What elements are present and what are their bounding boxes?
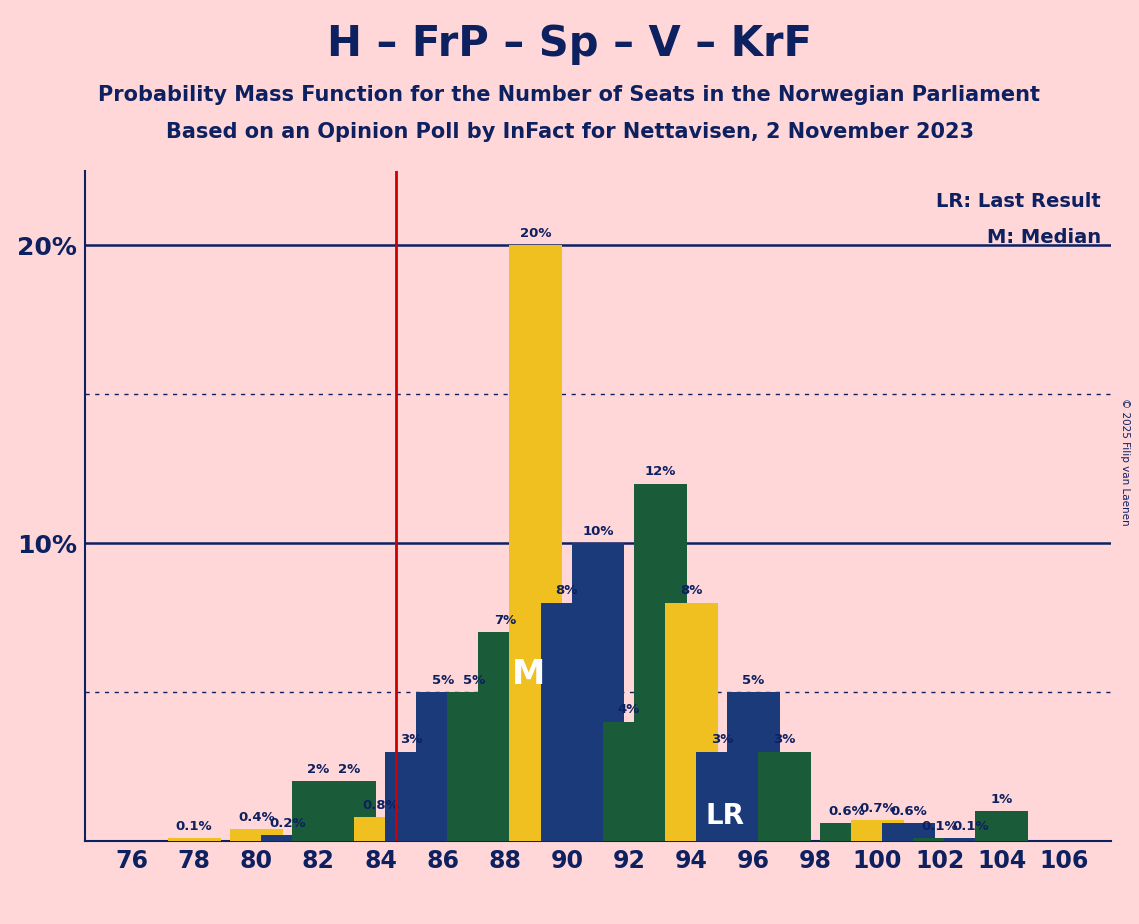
Text: 4%: 4% bbox=[617, 703, 640, 716]
Text: 0.1%: 0.1% bbox=[921, 820, 958, 833]
Text: Based on an Opinion Poll by InFact for Nettavisen, 2 November 2023: Based on an Opinion Poll by InFact for N… bbox=[165, 122, 974, 142]
Bar bbox=[323, 782, 376, 841]
Text: 2%: 2% bbox=[338, 763, 361, 776]
Bar bbox=[292, 782, 345, 841]
Bar bbox=[633, 483, 687, 841]
Bar bbox=[448, 692, 500, 841]
Text: 0.8%: 0.8% bbox=[362, 798, 399, 811]
Text: 5%: 5% bbox=[462, 674, 485, 687]
Bar bbox=[416, 692, 469, 841]
Bar bbox=[603, 722, 655, 841]
Bar bbox=[541, 602, 593, 841]
Text: 3%: 3% bbox=[401, 733, 423, 747]
Text: 3%: 3% bbox=[773, 733, 795, 747]
Text: 0.1%: 0.1% bbox=[952, 820, 989, 833]
Bar bbox=[572, 543, 624, 841]
Text: © 2025 Filip van Laenen: © 2025 Filip van Laenen bbox=[1121, 398, 1130, 526]
Text: LR: LR bbox=[706, 802, 745, 830]
Text: 7%: 7% bbox=[493, 614, 516, 627]
Bar bbox=[913, 838, 966, 841]
Bar bbox=[757, 751, 811, 841]
Bar bbox=[975, 811, 1029, 841]
Bar bbox=[944, 838, 997, 841]
Text: M: M bbox=[511, 658, 544, 690]
Text: 5%: 5% bbox=[743, 674, 764, 687]
Text: M: Median: M: Median bbox=[988, 227, 1101, 247]
Bar bbox=[696, 751, 748, 841]
Bar bbox=[727, 692, 780, 841]
Bar bbox=[230, 829, 282, 841]
Text: H – FrP – Sp – V – KrF: H – FrP – Sp – V – KrF bbox=[327, 23, 812, 65]
Text: 1%: 1% bbox=[991, 793, 1013, 806]
Text: 8%: 8% bbox=[556, 584, 579, 597]
Text: 20%: 20% bbox=[521, 227, 551, 240]
Text: Probability Mass Function for the Number of Seats in the Norwegian Parliament: Probability Mass Function for the Number… bbox=[98, 85, 1041, 105]
Text: 8%: 8% bbox=[680, 584, 703, 597]
Bar bbox=[509, 246, 563, 841]
Text: 10%: 10% bbox=[582, 525, 614, 538]
Text: 2%: 2% bbox=[308, 763, 329, 776]
Bar bbox=[883, 823, 935, 841]
Text: LR: Last Result: LR: Last Result bbox=[936, 192, 1101, 211]
Text: 12%: 12% bbox=[645, 465, 675, 479]
Bar bbox=[478, 632, 531, 841]
Bar bbox=[167, 838, 221, 841]
Text: 0.6%: 0.6% bbox=[828, 805, 865, 818]
Bar bbox=[354, 817, 407, 841]
Text: 0.7%: 0.7% bbox=[859, 802, 896, 815]
Text: 0.1%: 0.1% bbox=[175, 820, 213, 833]
Text: 5%: 5% bbox=[432, 674, 453, 687]
Bar bbox=[851, 820, 904, 841]
Text: 0.4%: 0.4% bbox=[238, 810, 274, 823]
Bar bbox=[820, 823, 872, 841]
Bar bbox=[261, 835, 313, 841]
Text: 3%: 3% bbox=[711, 733, 734, 747]
Text: 0.6%: 0.6% bbox=[891, 805, 927, 818]
Bar bbox=[385, 751, 439, 841]
Bar bbox=[665, 602, 718, 841]
Text: 0.2%: 0.2% bbox=[269, 817, 305, 830]
